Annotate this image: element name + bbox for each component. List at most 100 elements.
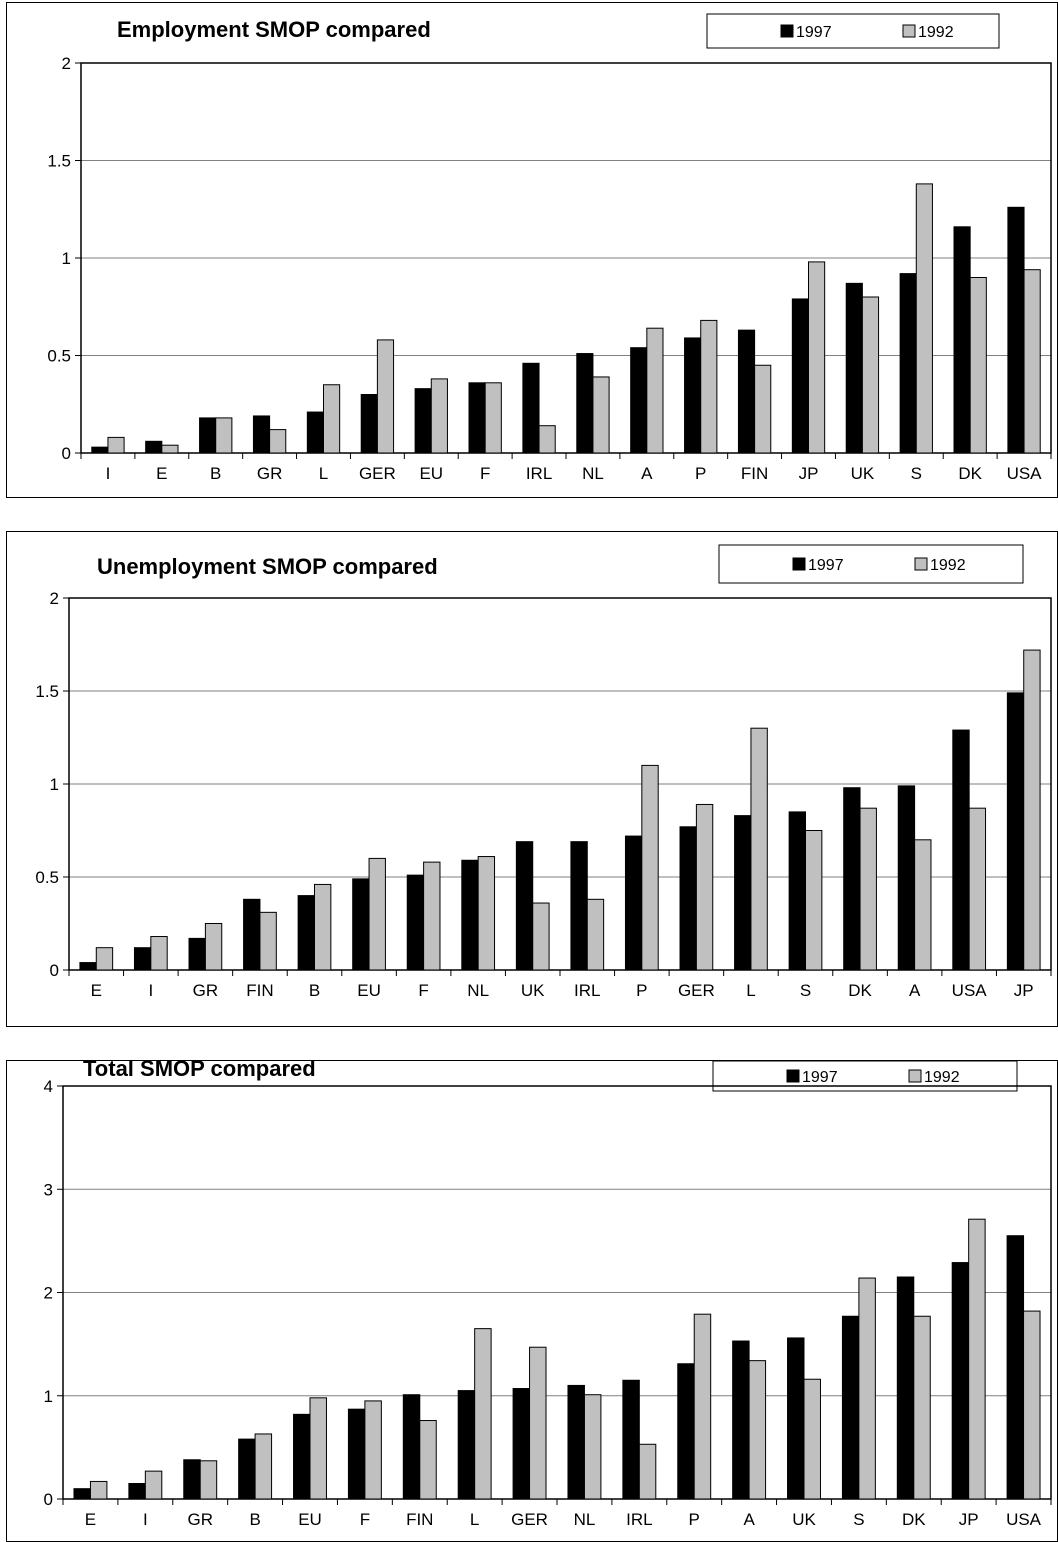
- bar-1997-NL: [567, 1384, 585, 1500]
- y-tick-label: 1: [44, 1387, 53, 1406]
- x-tick-label: A: [641, 464, 653, 483]
- bar-1997-JP: [1006, 692, 1025, 971]
- x-tick-label: FIN: [406, 1510, 433, 1529]
- x-tick-label: E: [156, 464, 167, 483]
- bar-1992-L: [750, 727, 768, 971]
- bar-1997-E: [73, 1488, 91, 1500]
- bar-1992-DK: [969, 277, 987, 454]
- bar-1992-NL: [592, 376, 610, 454]
- x-tick-label: NL: [582, 464, 604, 483]
- bar-1997-A: [897, 785, 916, 971]
- bar-1992-DK: [859, 807, 877, 971]
- bar-1992-A: [914, 839, 932, 971]
- bar-1997-UK: [787, 1337, 805, 1500]
- x-tick-label: NL: [574, 1510, 596, 1529]
- bar-1992-E: [161, 444, 179, 454]
- bar-1992-A: [646, 327, 664, 454]
- bar-1997-A: [732, 1340, 750, 1500]
- legend: 1997 1992: [718, 544, 1024, 584]
- bar-1992-DK: [913, 1315, 931, 1500]
- x-tick-label: EU: [357, 981, 381, 1000]
- bar-1992-JP: [968, 1218, 986, 1500]
- x-tick-label: GER: [511, 1510, 548, 1529]
- x-tick-label: NL: [467, 981, 489, 1000]
- x-tick-label: F: [480, 464, 490, 483]
- bar-1992-P: [700, 319, 718, 454]
- bar-1997-IRL: [522, 362, 540, 454]
- y-tick-label: 2: [44, 1284, 53, 1303]
- bar-1992-P: [641, 764, 659, 971]
- bar-1992-EU: [368, 857, 386, 971]
- bar-1992-F: [364, 1400, 382, 1500]
- bar-1992-UK: [532, 902, 550, 971]
- bar-1997-F: [468, 382, 486, 454]
- bar-1997-E: [79, 962, 97, 971]
- x-tick-label: S: [911, 464, 922, 483]
- bar-1992-IRL: [638, 1443, 657, 1500]
- bar-1992-P: [693, 1313, 712, 1500]
- bar-1997-I: [128, 1483, 146, 1500]
- bar-1997-IRL: [622, 1379, 640, 1500]
- bar-1992-NL: [477, 856, 496, 971]
- bar-1992-GR: [199, 1460, 218, 1500]
- bar-1992-L: [474, 1328, 492, 1500]
- x-tick-label: L: [319, 464, 328, 483]
- x-tick-label: EU: [419, 464, 443, 483]
- bar-1997-DK: [843, 787, 861, 971]
- bar-1992-GER: [695, 803, 714, 971]
- y-tick-label: 1: [50, 775, 59, 794]
- bar-1992-F: [484, 382, 502, 454]
- bar-1997-L: [457, 1390, 476, 1500]
- bar-1997-GER: [679, 826, 697, 971]
- bar-1997-E: [145, 440, 163, 454]
- bar-1997-EU: [414, 388, 432, 454]
- x-tick-label: EU: [298, 1510, 322, 1529]
- x-tick-label: S: [800, 981, 811, 1000]
- x-tick-label: FIN: [741, 464, 768, 483]
- bar-1992-FIN: [419, 1420, 437, 1500]
- x-tick-label: B: [210, 464, 221, 483]
- bar-1997-USA: [1006, 1235, 1025, 1500]
- bar-1992-F: [423, 861, 441, 971]
- bar-1997-L: [734, 815, 752, 971]
- bar-1992-GR: [204, 923, 223, 971]
- x-tick-label: USA: [1006, 1510, 1042, 1529]
- y-tick-label: 0.5: [35, 868, 59, 887]
- x-tick-label: FIN: [246, 981, 273, 1000]
- bar-1997-S: [841, 1315, 860, 1500]
- bar-1992-I: [150, 936, 168, 971]
- x-tick-label: GR: [257, 464, 283, 483]
- bar-1992-FIN: [259, 911, 277, 971]
- x-tick-label: DK: [958, 464, 982, 483]
- y-tick-label: 2: [62, 54, 71, 73]
- bar-1997-UK: [515, 841, 534, 971]
- x-tick-label: P: [689, 1510, 700, 1529]
- legend-label-1992: 1992: [924, 1069, 960, 1086]
- bar-1992-E: [89, 1480, 108, 1500]
- x-tick-label: E: [85, 1510, 96, 1529]
- chart-title: Total SMOP compared: [83, 1061, 316, 1081]
- bar-1992-EU: [430, 378, 448, 454]
- legend-box: [706, 13, 1000, 49]
- x-tick-label: JP: [799, 464, 819, 483]
- bar-1997-USA: [1007, 206, 1025, 454]
- bar-1997-P: [624, 835, 643, 971]
- bar-1997-GR: [188, 937, 206, 971]
- bar-1992-UK: [861, 296, 880, 454]
- bar-1997-DK: [896, 1276, 915, 1500]
- bar-1997-NL: [576, 353, 594, 454]
- bar-1992-L: [323, 384, 341, 454]
- x-tick-label: P: [695, 464, 706, 483]
- x-tick-label: USA: [1007, 464, 1043, 483]
- x-tick-label: JP: [959, 1510, 979, 1529]
- x-tick-label: USA: [952, 981, 988, 1000]
- bar-1992-S: [858, 1277, 876, 1500]
- bar-1992-B: [314, 883, 332, 971]
- chart-title: Unemployment SMOP compared: [97, 554, 438, 579]
- x-tick-label: A: [909, 981, 921, 1000]
- bar-1997-B: [297, 895, 315, 971]
- bar-1997-I: [133, 947, 152, 971]
- x-tick-label: B: [249, 1510, 260, 1529]
- bar-1992-GR: [269, 429, 287, 454]
- x-tick-label: UK: [521, 981, 545, 1000]
